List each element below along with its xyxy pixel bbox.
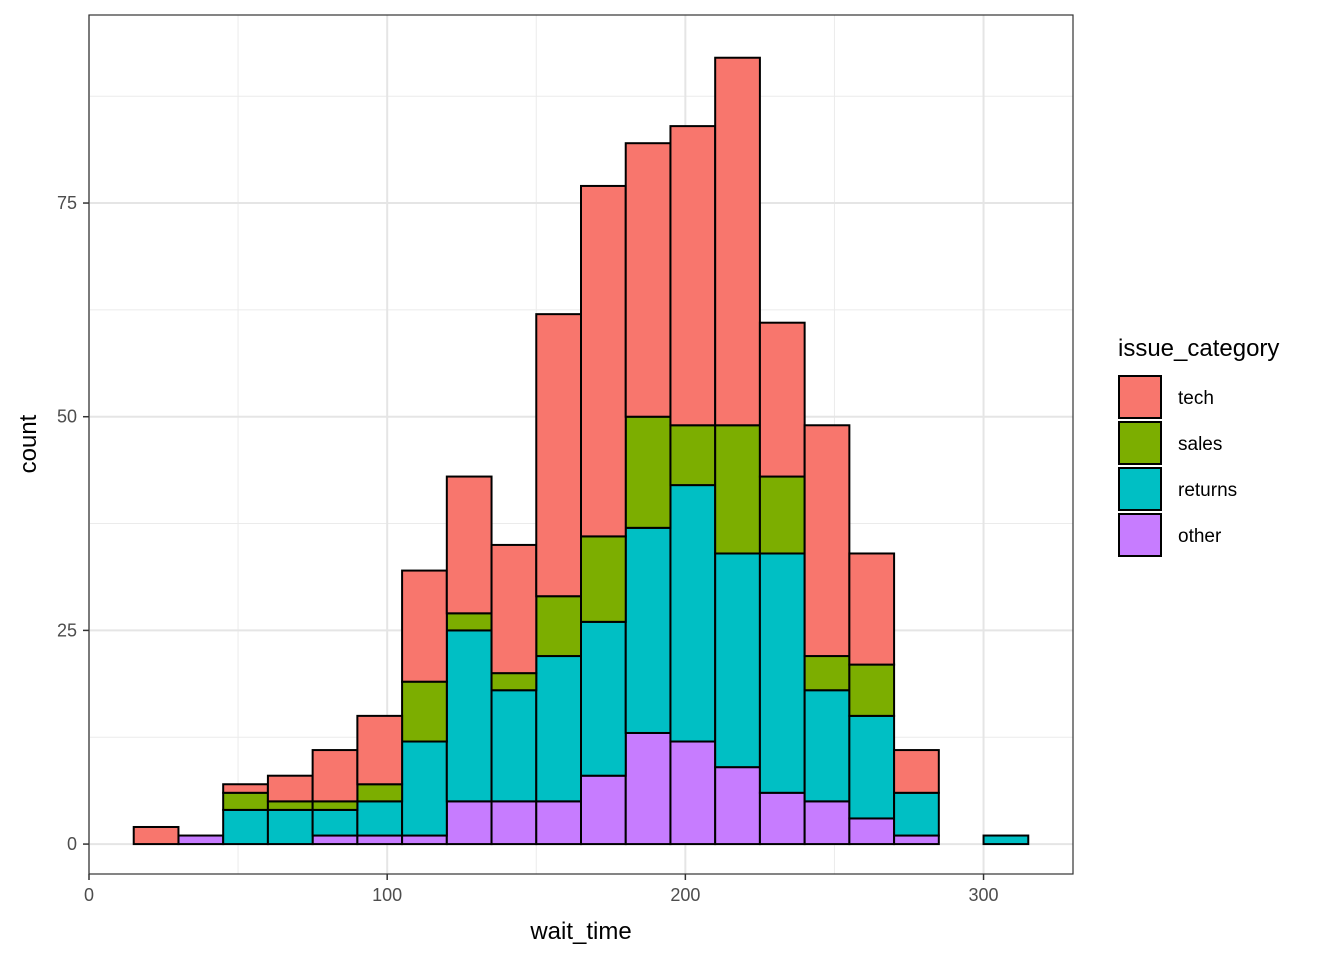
bar-other (535, 800, 582, 846)
bar-other (848, 817, 896, 846)
y-tick-label: 0 (67, 834, 77, 854)
bar-sales (266, 800, 314, 811)
bar-other (758, 791, 806, 846)
bar-returns (490, 689, 538, 803)
x-tick-label: 0 (84, 885, 94, 905)
bar-sales (490, 672, 538, 692)
legend-label-other: other (1178, 526, 1222, 547)
y-tick-label: 25 (57, 620, 77, 640)
bar-tech (132, 825, 180, 846)
bar-tech (266, 774, 314, 803)
bar-sales (803, 655, 851, 692)
bar-other (624, 731, 672, 846)
bar-other (490, 800, 538, 846)
bar-other (580, 774, 627, 846)
y-tick-label: 75 (57, 193, 77, 213)
bar-other (893, 834, 940, 846)
bar-other (311, 834, 359, 846)
bars (132, 56, 1030, 846)
bar-returns (758, 552, 806, 794)
bar-tech (669, 125, 717, 427)
bar-returns (893, 791, 940, 837)
bar-sales (311, 800, 359, 811)
bar-tech (401, 569, 448, 683)
x-tick-label: 200 (670, 885, 700, 905)
bar-sales (848, 663, 896, 717)
bar-tech (714, 56, 761, 427)
legend-items: tech sales returns other (1118, 375, 1237, 557)
bar-returns (222, 808, 269, 846)
bar-tech (580, 184, 627, 538)
legend-key-other (1118, 513, 1162, 557)
legend-label-sales: sales (1178, 434, 1222, 455)
bar-returns (445, 629, 493, 803)
legend-key-sales (1118, 421, 1162, 465)
bar-sales (401, 680, 448, 743)
bar-tech (803, 424, 851, 658)
y-tick-label: 50 (57, 407, 77, 427)
bar-returns (356, 800, 404, 837)
bar-tech (535, 313, 582, 598)
bar-returns (714, 552, 761, 769)
bar-returns (848, 714, 896, 820)
bar-other (177, 834, 225, 846)
legend-key-tech (1118, 375, 1162, 419)
bar-sales (624, 415, 672, 529)
bar-tech (490, 543, 538, 675)
bar-returns (803, 689, 851, 803)
bar-other (669, 740, 717, 846)
bar-sales (535, 595, 582, 658)
bar-sales (580, 535, 627, 623)
bar-returns (982, 834, 1030, 846)
y-axis-title: count (15, 414, 42, 473)
legend-label-tech: tech (1178, 388, 1214, 409)
legend: issue_category tech sales returns other (1118, 335, 1279, 557)
bar-tech (624, 142, 672, 418)
bar-returns (535, 655, 582, 803)
bar-tech (222, 783, 269, 794)
bar-sales (356, 783, 404, 803)
bar-other (401, 834, 448, 846)
bar-tech (311, 749, 359, 803)
bar-tech (893, 749, 940, 794)
legend-key-returns (1118, 467, 1162, 511)
bar-tech (848, 552, 896, 666)
bar-other (356, 834, 404, 846)
bar-sales (445, 612, 493, 632)
bar-tech (758, 321, 806, 478)
x-tick-label: 300 (969, 885, 999, 905)
bar-returns (311, 808, 359, 837)
x-tick-label: 100 (372, 885, 402, 905)
bar-returns (580, 620, 627, 777)
bar-sales (758, 475, 806, 555)
bar-sales (222, 791, 269, 811)
bar-sales (714, 424, 761, 555)
bar-returns (266, 808, 314, 846)
bar-returns (624, 526, 672, 734)
plot-border (88, 14, 1074, 875)
bar-returns (669, 484, 717, 743)
bar-other (803, 800, 851, 846)
axes: 0 100 200 300 0 25 50 75 (57, 193, 999, 905)
legend-title: issue_category (1118, 335, 1279, 362)
bar-tech (356, 714, 404, 786)
bar-other (445, 800, 493, 846)
bar-other (714, 766, 761, 846)
x-axis-title: wait_time (529, 918, 631, 945)
legend-label-returns: returns (1178, 480, 1237, 501)
bar-sales (669, 424, 717, 487)
bar-tech (445, 475, 493, 615)
bar-returns (401, 740, 448, 837)
